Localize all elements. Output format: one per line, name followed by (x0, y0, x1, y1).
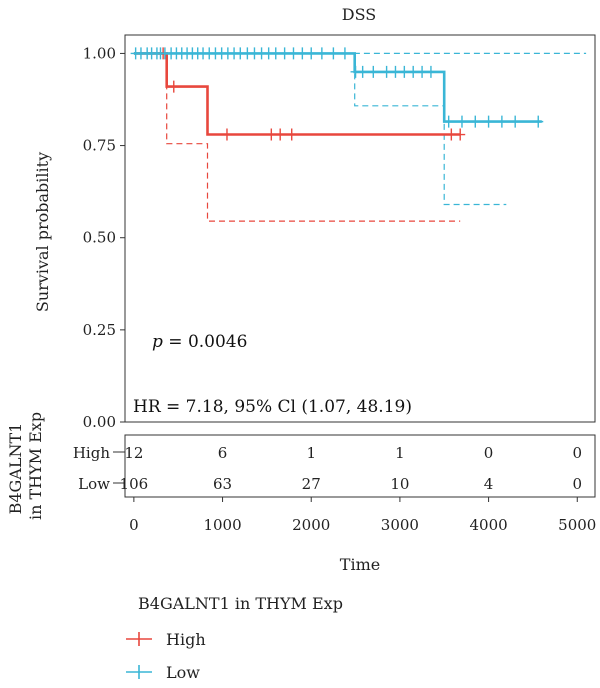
legend-key-high (126, 632, 152, 646)
chart-title: DSS (342, 5, 376, 24)
legend-title: B4GALNT1 in THYM Exp (138, 594, 343, 613)
censor-mark-low (306, 47, 317, 60)
censor-mark-low (357, 65, 368, 78)
ci-lower-high (166, 53, 461, 222)
legend: High Low (126, 630, 206, 682)
x-tick-label: 5000 (558, 516, 596, 534)
censor-mark-low (390, 65, 401, 78)
risk-table-title: B4GALNT1 in THYM Exp (6, 412, 45, 520)
censor-mark-low (443, 115, 454, 128)
censor-mark-low (368, 65, 379, 78)
risk-count: 6 (218, 444, 228, 462)
risk-count: 0 (572, 475, 582, 493)
risk-row-label-low: Low (78, 475, 110, 493)
x-tick-label: 0 (129, 516, 139, 534)
risk-count: 10 (390, 475, 409, 493)
risk-count: 4 (484, 475, 494, 493)
legend-label-high: High (166, 630, 206, 649)
censor-mark-low (381, 65, 392, 78)
plot-panel (124, 34, 596, 423)
risk-table-title-line2: in THYM Exp (26, 412, 45, 520)
censor-mark-low (456, 115, 467, 128)
risk-count: 1 (395, 444, 405, 462)
risk-count: 27 (302, 475, 321, 493)
p-value-annotation: p = 0.0046 (152, 332, 247, 352)
risk-row-label-high: High (73, 444, 110, 462)
censor-mark-high (266, 128, 277, 141)
censor-mark-low (483, 115, 494, 128)
censor-mark-low (533, 115, 544, 128)
x-tick-label: 4000 (469, 516, 507, 534)
censor-mark-high (455, 128, 466, 141)
p-symbol: p (152, 332, 163, 352)
risk-count: 63 (213, 475, 232, 493)
y-tick-label: 1.00 (83, 44, 116, 62)
risk-table-title-line1: B4GALNT1 (6, 423, 25, 515)
x-tick-label: 1000 (203, 516, 241, 534)
censor-mark-low (408, 65, 419, 78)
y-axis-label: Survival probability (33, 152, 52, 312)
risk-count: 12 (124, 444, 143, 462)
y-tick-label: 0.25 (83, 321, 116, 339)
censor-mark-high (286, 128, 297, 141)
y-tick-label: 0.00 (83, 413, 116, 431)
censor-mark-low (270, 47, 281, 60)
censor-mark-low (279, 47, 290, 60)
censor-mark-low (316, 47, 327, 60)
risk-count: 1 (306, 444, 316, 462)
censor-mark-low (297, 47, 308, 60)
censor-mark-low (328, 47, 339, 60)
censor-mark-low (510, 115, 521, 128)
hazard-ratio-annotation: HR = 7.18, 95% Cl (1.07, 48.19) (133, 397, 412, 417)
censor-mark-high (168, 80, 179, 93)
legend-label-low: Low (166, 663, 200, 682)
x-axis: 0 1000 2000 3000 4000 5000 (129, 497, 596, 534)
censor-mark-low (288, 47, 299, 60)
p-value-text: = 0.0046 (163, 332, 248, 352)
censor-mark-low (470, 115, 481, 128)
censor-mark-low (425, 65, 436, 78)
x-axis-label: Time (340, 555, 380, 574)
censor-mark-low (496, 115, 507, 128)
y-axis: 0.00 0.25 0.50 0.75 1.00 (83, 44, 125, 431)
censor-mark-low (399, 65, 410, 78)
censor-mark-high (275, 128, 286, 141)
risk-count: 0 (572, 444, 582, 462)
x-tick-label: 3000 (381, 516, 419, 534)
risk-table-panel (124, 434, 596, 498)
x-tick-label: 2000 (292, 516, 330, 534)
censor-mark-high (446, 128, 457, 141)
censor-mark-low (339, 47, 350, 60)
y-tick-label: 0.75 (83, 137, 116, 155)
censor-mark-high (221, 128, 232, 141)
censor-marks (130, 47, 544, 141)
legend-key-low (126, 665, 152, 679)
risk-count: 0 (484, 444, 494, 462)
censor-mark-low (417, 65, 428, 78)
risk-count: 106 (120, 475, 149, 493)
y-tick-label: 0.50 (83, 229, 116, 247)
